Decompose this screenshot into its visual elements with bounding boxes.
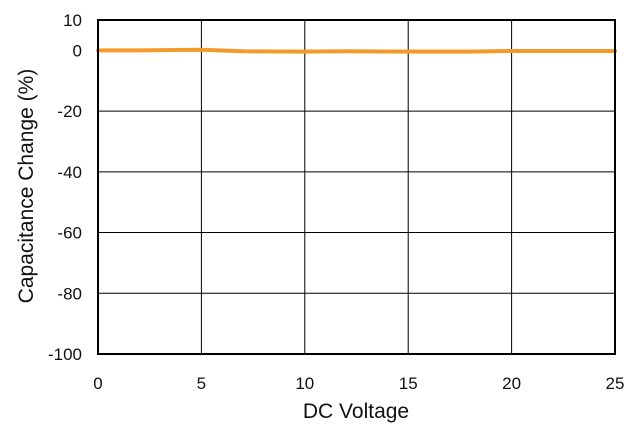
y-tick-label: -60 <box>57 224 82 243</box>
x-tick-label: 5 <box>197 374 206 393</box>
series-0-point-9 <box>551 49 555 53</box>
series-0-point-7 <box>468 49 472 54</box>
y-tick-label: -40 <box>57 163 82 182</box>
series-0-point-1 <box>137 48 141 52</box>
series-0-point-2 <box>199 48 203 52</box>
series-0-point-5 <box>344 49 348 53</box>
y-tick-label: -100 <box>48 345 82 364</box>
y-tick-label: -80 <box>57 284 82 303</box>
x-tick-label: 15 <box>399 374 418 393</box>
series-0-point-6 <box>406 49 410 54</box>
y-tick-labels: 10 0 -20 -40 -60 -80 -100 <box>48 11 82 364</box>
y-axis-title: Capacitance Change (%) <box>15 69 38 304</box>
x-tick-label: 10 <box>295 374 314 393</box>
plot-frame <box>97 19 616 355</box>
x-tick-label: 20 <box>502 374 521 393</box>
series-layer <box>96 47 617 54</box>
y-tick-label: 0 <box>73 41 82 60</box>
series-0-point-4 <box>303 49 307 54</box>
x-tick-label: 0 <box>93 374 102 393</box>
x-axis-title: DC Voltage <box>303 400 409 423</box>
series-0-point-3 <box>241 49 245 53</box>
grid <box>98 20 615 354</box>
y-tick-label: -20 <box>57 102 82 121</box>
x-tick-label: 25 <box>606 374 625 393</box>
series-line-0 <box>96 47 617 54</box>
y-tick-label: 10 <box>63 11 82 30</box>
series-0-point-8 <box>510 49 514 53</box>
plot-border <box>97 19 616 355</box>
x-tick-labels: 0 5 10 15 20 25 <box>93 374 624 393</box>
